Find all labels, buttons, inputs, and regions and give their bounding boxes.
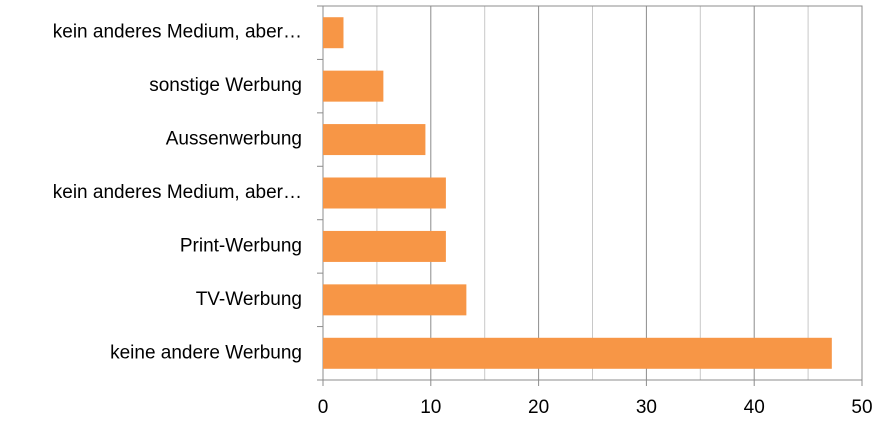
x-tick-label: 20 (528, 397, 549, 418)
x-tick-label: 50 (851, 397, 872, 418)
y-tick-label: sonstige Werbung (149, 75, 302, 96)
x-tick-label: 30 (636, 397, 657, 418)
bar (323, 230, 446, 262)
bar (323, 177, 446, 209)
bar (323, 284, 467, 316)
x-tick-label: 0 (318, 397, 329, 418)
y-tick-label: kein anderes Medium, aber… (53, 22, 302, 43)
y-tick-label: Aussenwerbung (166, 129, 302, 150)
y-tick-label: TV-Werbung (196, 289, 302, 310)
bar (323, 337, 832, 369)
bar (323, 124, 426, 156)
x-tick-label: 10 (420, 397, 441, 418)
x-tick-label: 40 (744, 397, 765, 418)
y-tick-label: Print-Werbung (180, 235, 302, 256)
y-tick-label: kein anderes Medium, aber… (53, 182, 302, 203)
bar (323, 70, 384, 102)
bar (323, 17, 344, 49)
y-tick-label: keine andere Werbung (110, 342, 302, 363)
